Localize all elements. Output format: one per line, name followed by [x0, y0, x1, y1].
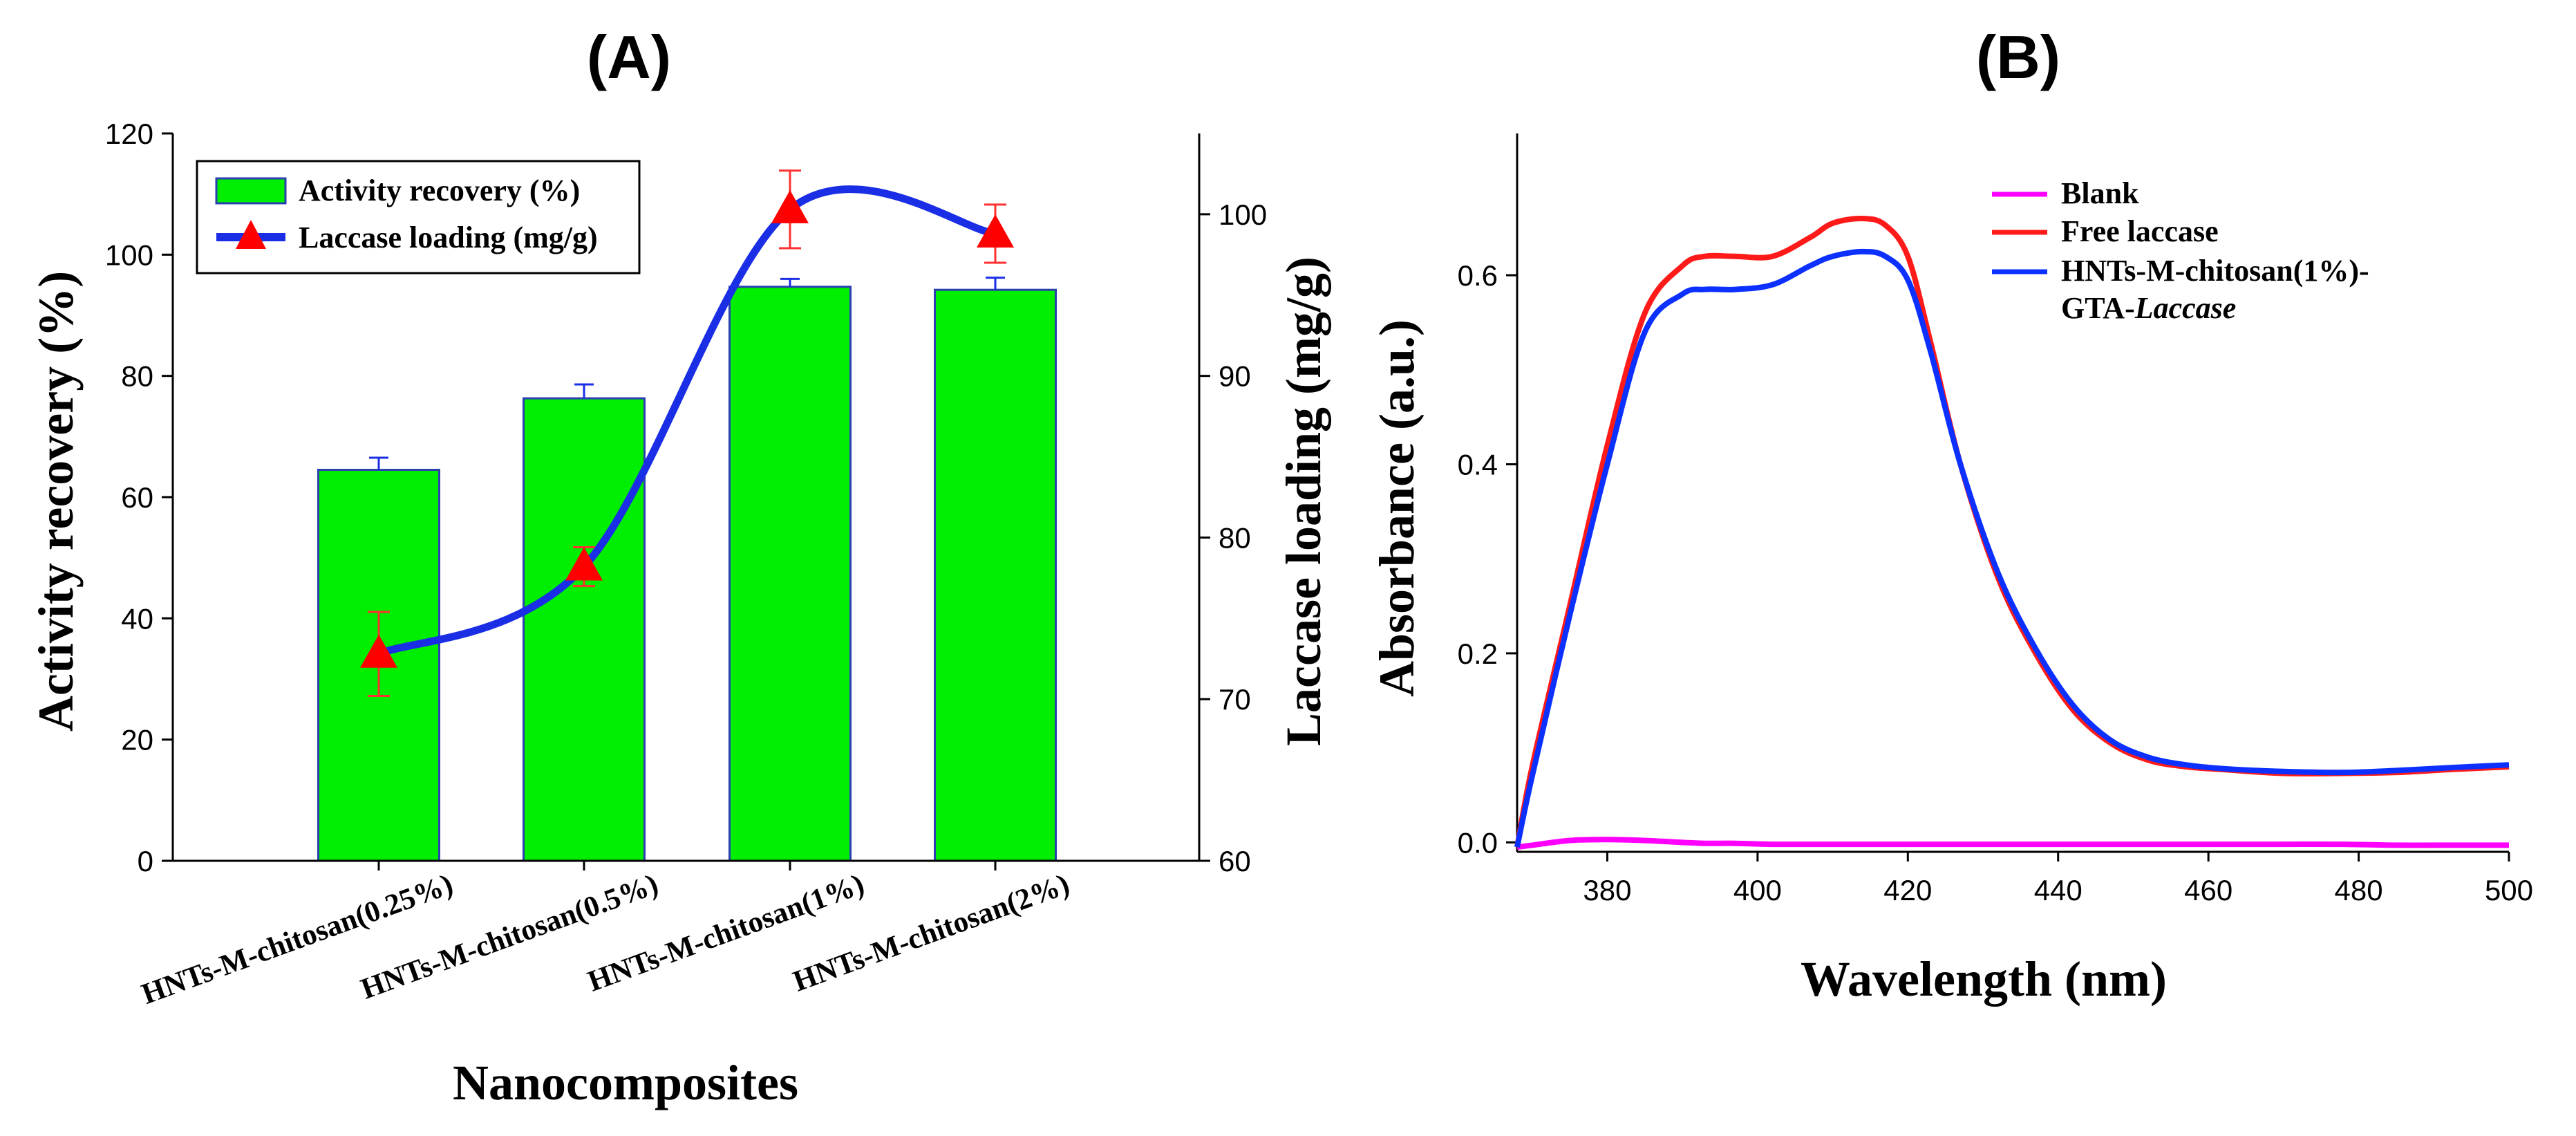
legend-box	[196, 160, 641, 274]
panel-b-xtick-label: 420	[1883, 874, 1932, 906]
legend-hnts-label-line2: GTA-Laccase	[2061, 291, 2236, 325]
panel-a-ylabel: Activity recovery (%)	[28, 271, 84, 732]
legend-bar-swatch	[215, 177, 287, 205]
panel-b-ytick-label: 0.2	[1458, 637, 1498, 670]
loading-line-group	[360, 169, 1014, 698]
panel-a-legend: Activity recovery (%) Laccase loading (m…	[196, 160, 641, 274]
panel-a-ytick-right-label: 60	[1219, 845, 1251, 877]
panel-a-ytick-label: 0	[138, 845, 153, 877]
spectra-lines	[1514, 216, 2510, 850]
panel-a-ytick-right-label: 80	[1219, 521, 1251, 554]
loading-marker	[565, 547, 603, 581]
panel-b-axes: 0.0 0.2 0.4 0.6 380 400 420 440 460 480 500	[1458, 133, 2533, 906]
loading-marker	[771, 189, 809, 223]
legend-activity-label: Activity recovery (%)	[299, 174, 580, 207]
panel-b-title: (B)	[1976, 23, 2060, 91]
panel-a-chart: (A) 02040608010012060708090100HNTs-M-chi…	[28, 23, 1331, 1110]
legend-free-label: Free laccase	[2061, 214, 2219, 248]
legend-loading-label: Laccase loading (mg/g)	[299, 221, 598, 254]
panel-a-ytick-right-label: 70	[1219, 683, 1251, 716]
loading-marker	[977, 214, 1014, 248]
legend-blank-label: Blank	[2061, 176, 2139, 210]
loading-line	[377, 185, 996, 658]
panel-a-ytick-label: 20	[121, 724, 153, 756]
hnts-laccase-line	[1514, 248, 2510, 848]
panel-b-chart: (B) 0.0 0.2 0.4 0.6 380 400 420 440 460 480 500 Ab…	[1369, 23, 2533, 1007]
legend-hnts-gta: GTA-	[2061, 291, 2135, 325]
panel-a-ytick-label: 40	[121, 602, 153, 635]
panel-b-ylabel: Absorbance (a.u.)	[1369, 319, 1425, 697]
panel-b-legend: Blank Free laccase HNTs-M-chitosan(1%)- …	[1992, 176, 2369, 325]
panel-b-xlabel: Wavelength (nm)	[1801, 951, 2167, 1007]
panel-a-ylabel-right: Laccase loading (mg/g)	[1276, 257, 1331, 746]
panel-b-xtick-label: 440	[2034, 874, 2083, 906]
panel-a-ytick-label: 100	[105, 239, 153, 271]
blank-line	[1516, 837, 2509, 850]
legend-triangle-marker	[236, 220, 266, 249]
panel-a-ytick-right-label: 100	[1219, 198, 1267, 231]
legend-hnts-label-line1: HNTs-M-chitosan(1%)-	[2061, 254, 2369, 288]
free-laccase-line	[1514, 216, 2510, 848]
panel-b-ytick-label: 0.4	[1458, 448, 1498, 481]
panel-b-ytick-label: 0.0	[1458, 826, 1498, 859]
legend-hnts-laccase: Laccase	[2134, 291, 2237, 325]
activity-bar	[934, 288, 1057, 862]
panel-b-xtick-label: 480	[2335, 874, 2383, 906]
activity-bar	[523, 397, 646, 862]
panel-b-xtick-label: 500	[2485, 874, 2533, 906]
panel-b-ytick-label: 0.6	[1458, 259, 1498, 292]
panel-a-ytick-label: 60	[121, 481, 153, 514]
panel-a-title: (A)	[587, 23, 671, 91]
panel-b-xtick-label: 400	[1733, 874, 1782, 906]
panel-a-axes: 02040608010012060708090100HNTs-M-chitosa…	[105, 118, 1267, 1011]
panel-a-xlabel: Nanocomposites	[453, 1055, 798, 1110]
activity-error-bars	[369, 277, 1005, 470]
panel-a-ytick-right-label: 90	[1219, 360, 1251, 393]
activity-bar	[728, 286, 852, 862]
loading-marker	[360, 634, 397, 668]
panel-a-ytick-label: 120	[105, 118, 153, 150]
panel-b-xtick-label: 460	[2184, 874, 2232, 906]
panel-b-xtick-label: 380	[1583, 874, 1631, 906]
panel-a-ytick-label: 80	[121, 360, 153, 393]
